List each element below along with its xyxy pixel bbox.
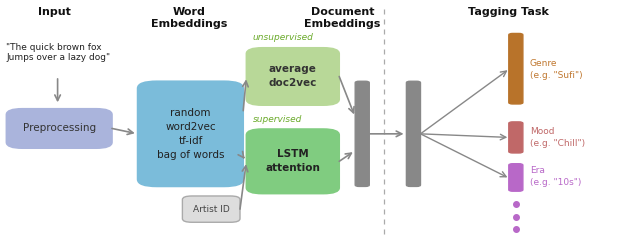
Text: Input: Input (38, 7, 71, 17)
Text: Artist ID: Artist ID (193, 205, 230, 214)
Text: Preprocessing: Preprocessing (22, 124, 96, 133)
FancyBboxPatch shape (246, 48, 339, 105)
FancyBboxPatch shape (182, 196, 240, 222)
Text: Era
(e.g. "10s"): Era (e.g. "10s") (530, 166, 581, 187)
FancyBboxPatch shape (6, 109, 112, 148)
Text: LSTM
attention: LSTM attention (266, 149, 320, 173)
Text: Document
Embeddings: Document Embeddings (304, 7, 381, 29)
FancyBboxPatch shape (509, 33, 523, 104)
Text: Tagging Task: Tagging Task (468, 7, 549, 17)
Text: "The quick brown fox
Jumps over a lazy dog": "The quick brown fox Jumps over a lazy d… (6, 43, 111, 62)
Text: unsupervised: unsupervised (253, 33, 314, 42)
FancyBboxPatch shape (246, 129, 339, 194)
FancyBboxPatch shape (509, 122, 523, 153)
Text: Word
Embeddings: Word Embeddings (150, 7, 227, 29)
Text: average
doc2vec: average doc2vec (269, 65, 317, 88)
Text: Genre
(e.g. "Sufi"): Genre (e.g. "Sufi") (530, 59, 582, 80)
FancyBboxPatch shape (509, 164, 523, 191)
Text: random
word2vec
tf-idf
bag of words: random word2vec tf-idf bag of words (157, 108, 224, 160)
Text: supervised: supervised (253, 115, 302, 124)
Text: Mood
(e.g. "Chill"): Mood (e.g. "Chill") (530, 127, 585, 148)
FancyBboxPatch shape (406, 81, 420, 186)
FancyBboxPatch shape (355, 81, 369, 186)
FancyBboxPatch shape (138, 81, 243, 186)
